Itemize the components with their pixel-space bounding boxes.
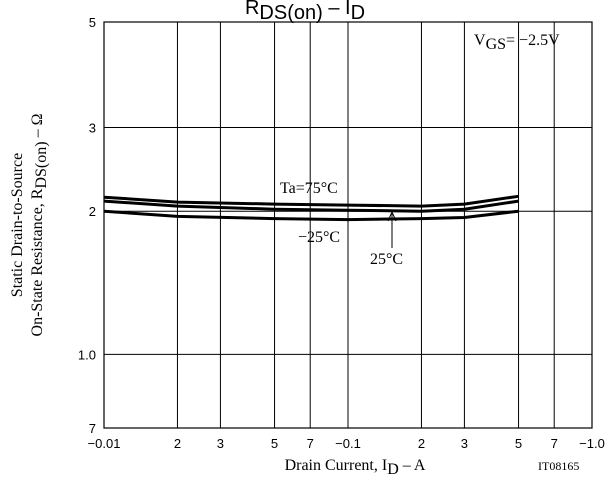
- y-tick-label: 1.0: [78, 347, 96, 362]
- text-part: – A: [399, 457, 426, 474]
- text-part: On-State Resistance, R: [29, 188, 46, 336]
- subscript: D: [387, 461, 399, 478]
- y-axis-label: Static Drain-to-Source: [9, 153, 26, 297]
- subscript: D: [351, 2, 365, 24]
- x-tick-label: 7: [307, 436, 314, 451]
- y-axis-label: On-State Resistance, RDS(on) – Ω: [29, 113, 50, 336]
- series-label: Ta=75°C: [280, 180, 338, 197]
- annotation-arrowhead: [387, 210, 397, 222]
- x-tick-label: 2: [174, 436, 181, 451]
- chart-title: RDS(on) – ID: [245, 0, 365, 24]
- text-part: V: [474, 32, 486, 49]
- figure-id: IT08165: [538, 459, 579, 473]
- x-tick-label: 5: [271, 436, 278, 451]
- x-tick-label: −1.0: [579, 436, 605, 451]
- series-line: [103, 209, 519, 222]
- y-tick-label: 2: [89, 204, 96, 219]
- text-part: R: [245, 0, 259, 19]
- series-label: 25°C: [370, 251, 403, 268]
- series-line: [103, 199, 519, 213]
- x-tick-label: 3: [217, 436, 224, 451]
- subscript: DS(on): [33, 141, 50, 188]
- y-tick-label: 3: [89, 120, 96, 135]
- x-tick-label: 7: [551, 436, 558, 451]
- subscript: DS(on): [259, 2, 322, 24]
- x-axis-label: Drain Current, ID – A: [285, 457, 426, 478]
- y-tick-label: 7: [89, 421, 96, 436]
- x-tick-label: 3: [461, 436, 468, 451]
- x-tick-label: 5: [515, 436, 522, 451]
- x-tick-label: −0.01: [88, 436, 121, 451]
- subscript: GS: [486, 36, 506, 53]
- text-part: Drain Current, I: [285, 457, 388, 474]
- x-tick-label: 2: [418, 436, 425, 451]
- y-tick-label: 5: [89, 15, 96, 30]
- series-line: [103, 194, 519, 208]
- text-part: – I: [323, 0, 351, 19]
- series-label: −25°C: [298, 229, 340, 246]
- condition-label: VGS= −2.5V: [474, 32, 560, 53]
- x-tick-label: −0.1: [335, 436, 361, 451]
- text-part: Static Drain-to-Source: [9, 153, 26, 297]
- text-part: = −2.5V: [506, 32, 560, 49]
- text-part: – Ω: [29, 113, 46, 141]
